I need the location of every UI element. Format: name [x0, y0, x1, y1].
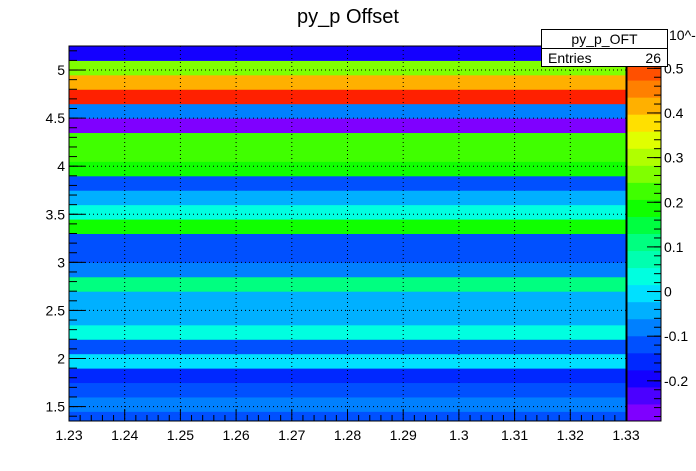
x-tick-label-9: 1.32 — [557, 427, 584, 443]
stats-name: py_p_OFT — [542, 30, 667, 49]
band-10 — [69, 262, 626, 278]
palette-cell-14 — [627, 165, 661, 183]
band-19 — [69, 132, 626, 148]
stats-box: py_p_OFT Entries 26 — [541, 29, 668, 67]
band-20 — [69, 118, 626, 134]
band-16 — [69, 175, 626, 191]
band-22 — [69, 89, 626, 105]
palette-cell-13 — [627, 182, 661, 200]
x-tick-label-4: 1.27 — [278, 427, 305, 443]
stats-entries-label: Entries — [548, 50, 592, 66]
palette-cell-3 — [627, 352, 661, 371]
palette-cell-5 — [627, 318, 661, 337]
color-palette — [626, 45, 662, 422]
x-axis: 1.23 1.24 1.25 1.26 1.27 1.28 1.29 1.3 1.31 1.32 1… — [55, 409, 640, 443]
z-tick-label-5: 0.3 — [664, 150, 684, 166]
z-tick-label-1: -0.1 — [664, 328, 688, 344]
palette-cell-1 — [627, 386, 661, 405]
palette-cell-12 — [627, 199, 661, 217]
z-tick-label-6: 0.4 — [664, 105, 684, 121]
x-tick-label-5: 1.28 — [334, 427, 361, 443]
y-axis: 1.5 2 2.5 3 3.5 4 4.5 5 — [46, 50, 85, 417]
band-24 — [69, 60, 626, 76]
x-tick-label-3: 1.26 — [222, 427, 249, 443]
x-tick-label-2: 1.25 — [167, 427, 194, 443]
palette-cell-10 — [627, 233, 661, 252]
y-tick-label-6: 4.5 — [46, 110, 66, 126]
y-tick-label-1: 2 — [57, 351, 65, 367]
band-12 — [69, 233, 626, 249]
z-tick-label-7: 0.5 — [664, 60, 684, 76]
palette-cell-7 — [627, 284, 661, 303]
x-tick-label-1: 1.24 — [111, 427, 138, 443]
chart-title: py_p Offset — [297, 6, 399, 28]
palette-cell-16 — [627, 131, 661, 149]
band-17 — [69, 161, 626, 177]
palette-cell-17 — [627, 114, 661, 132]
z-tick-label-4: 0.2 — [664, 194, 684, 210]
palette-cell-9 — [627, 250, 661, 269]
band-25 — [69, 46, 626, 61]
z-tick-label-0: -0.2 — [664, 373, 688, 389]
band-14 — [69, 204, 626, 220]
grid-lines — [69, 46, 626, 421]
palette-cell-15 — [627, 148, 661, 166]
palette-cell-18 — [627, 97, 661, 115]
x-tick-label-7: 1.3 — [449, 427, 469, 443]
z-tick-label-3: 0.1 — [664, 239, 684, 255]
band-4 — [69, 353, 626, 369]
band-3 — [69, 368, 626, 384]
stats-row-entries: Entries 26 — [542, 49, 667, 67]
band-15 — [69, 190, 626, 206]
stats-entries-value: 26 — [645, 50, 661, 66]
palette-cell-0 — [627, 403, 661, 422]
palette-cell-2 — [627, 369, 661, 388]
band-11 — [69, 247, 626, 263]
band-9 — [69, 276, 626, 292]
band-7 — [69, 305, 626, 326]
y-tick-label-0: 1.5 — [46, 399, 66, 415]
palette-cell-6 — [627, 301, 661, 320]
y-tick-label-7: 5 — [57, 62, 65, 78]
y-tick-label-2: 2.5 — [46, 302, 66, 318]
palette-cell-11 — [627, 216, 661, 234]
y-tick-label-4: 3.5 — [46, 206, 66, 222]
band-21 — [69, 103, 626, 119]
x-tick-label-0: 1.23 — [55, 427, 82, 443]
palette-cell-19 — [627, 80, 661, 98]
x-tick-label-8: 1.31 — [501, 427, 528, 443]
palette-cell-20 — [627, 63, 661, 81]
z-tick-label-2: 0 — [664, 284, 672, 300]
band-1 — [69, 396, 626, 412]
y-tick-label-5: 4 — [57, 158, 65, 174]
y-tick-label-3: 3 — [57, 254, 65, 270]
z-exponent-label: 10^-3 — [669, 27, 696, 43]
x-tick-label-10: 1.33 — [612, 427, 639, 443]
palette-cell-8 — [627, 267, 661, 286]
band-6 — [69, 324, 626, 340]
palette-cell-4 — [627, 335, 661, 354]
x-tick-label-6: 1.29 — [390, 427, 417, 443]
